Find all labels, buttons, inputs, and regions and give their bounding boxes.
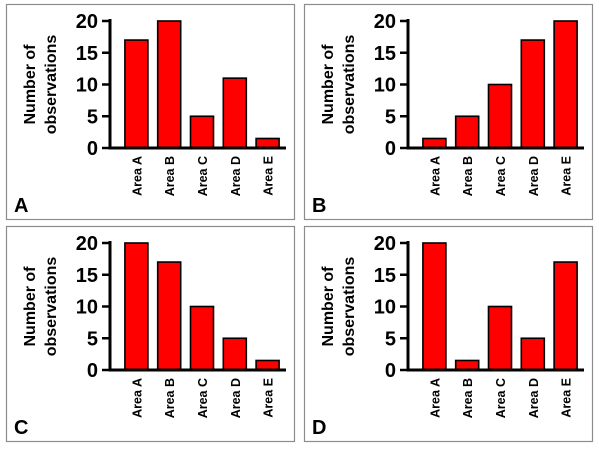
- panel-a-ylabel-line-1: Number of: [22, 44, 39, 125]
- panel-b-bar-2: [454, 115, 480, 149]
- panel-b-xtick-label-1: Area A: [428, 156, 442, 196]
- panel-d-bar-4: [520, 337, 546, 371]
- panel-d-xtick-label-1: Area A: [428, 378, 442, 418]
- panel-d-bar-1: [422, 242, 447, 371]
- panel-d-bar-5: [553, 261, 578, 371]
- panel-b-ytick-label-15: 15: [374, 43, 396, 65]
- panel-a-ytick-label-5: 5: [87, 106, 98, 128]
- panel-c-ytick-label-5: 5: [87, 328, 98, 350]
- panel-c-xtick-label-2: Area B: [163, 378, 177, 418]
- panel-c-xtick-label-4: Area D: [229, 378, 243, 418]
- panel-a-xtick-label-3: Area C: [196, 156, 210, 196]
- panel-a-xtick-label-5: Area E: [262, 156, 276, 196]
- panel-a-ylabel-line-2: observations: [43, 35, 60, 135]
- panel-a-letter: A: [14, 195, 28, 217]
- panel-d-ytick-label-5: 5: [385, 328, 396, 350]
- panel-d-bar-3: [487, 305, 513, 371]
- panel-c-xtick-label-1: Area A: [130, 378, 144, 418]
- panel-b-letter: B: [312, 195, 326, 217]
- panel-d-ytick-label-10: 10: [374, 297, 396, 319]
- panel-c-ytick-label-0: 0: [87, 360, 98, 382]
- panel-c-letter: C: [14, 417, 28, 439]
- panel-d-frame: [303, 225, 594, 443]
- panel-a-xtick-label-4: Area D: [229, 156, 243, 196]
- panel-b-ytick-label-10: 10: [374, 75, 396, 97]
- panel-c-xtick-label-3: Area C: [196, 378, 210, 418]
- panel-d-ytick-label-20: 20: [374, 233, 396, 255]
- panel-c-bar-1: [124, 242, 149, 371]
- panel-d-ytick-label-15: 15: [374, 265, 396, 287]
- panel-a-ytick-label-15: 15: [76, 43, 98, 65]
- panel-a-bar-2: [156, 20, 182, 149]
- panel-a-bar-4: [222, 77, 248, 149]
- panel-d-xtick-label-3: Area C: [494, 378, 508, 418]
- panel-d-xtick-label-4: Area D: [527, 378, 541, 418]
- panel-b-xtick-label-5: Area E: [560, 156, 574, 196]
- panel-b-ytick-label-5: 5: [385, 106, 396, 128]
- panel-a-ytick-label-0: 0: [87, 138, 98, 160]
- panel-b-bar-4: [520, 39, 546, 149]
- panel-c-ylabel-line-1: Number of: [22, 266, 39, 347]
- panel-d-ytick-label-0: 0: [385, 360, 396, 382]
- panel-b-ytick-label-0: 0: [385, 138, 396, 160]
- panel-a-xtick-label-2: Area B: [163, 156, 177, 196]
- panel-b-xtick-label-2: Area B: [461, 156, 475, 196]
- panel-b-ylabel-line-1: Number of: [320, 44, 337, 125]
- panel-b-xtick-label-3: Area C: [494, 156, 508, 196]
- panel-d-letter: D: [312, 417, 326, 439]
- panel-d-ylabel-line-2: observations: [341, 257, 358, 357]
- panel-a-ytick-label-10: 10: [76, 75, 98, 97]
- panel-d-xtick-label-2: Area B: [461, 378, 475, 418]
- panel-a-bar-3: [189, 115, 215, 149]
- panel-b-xtick-label-4: Area D: [527, 156, 541, 196]
- panel-a-bar-1: [124, 39, 149, 149]
- panel-d-ylabel-line-1: Number of: [320, 266, 337, 347]
- panel-b-ylabel-line-2: observations: [341, 35, 358, 135]
- panel-c-ylabel-line-2: observations: [43, 257, 60, 357]
- panel-a-xtick-label-1: Area A: [130, 156, 144, 196]
- panel-c-xtick-label-5: Area E: [262, 378, 276, 418]
- panel-b-ytick-label-20: 20: [374, 11, 396, 33]
- panel-c-ytick-label-10: 10: [76, 297, 98, 319]
- panel-c-bar-2: [156, 261, 182, 371]
- panel-b-bar-5: [553, 20, 578, 149]
- panel-c-bar-3: [189, 305, 215, 371]
- panel-b-bar-3: [487, 83, 513, 149]
- panel-c-ytick-label-15: 15: [76, 265, 98, 287]
- panel-c-ytick-label-20: 20: [76, 233, 98, 255]
- panel-d-xtick-label-5: Area E: [560, 378, 574, 418]
- panel-c-frame: [5, 225, 296, 443]
- panel-c-bar-4: [222, 337, 248, 371]
- panel-a-ytick-label-20: 20: [76, 11, 98, 33]
